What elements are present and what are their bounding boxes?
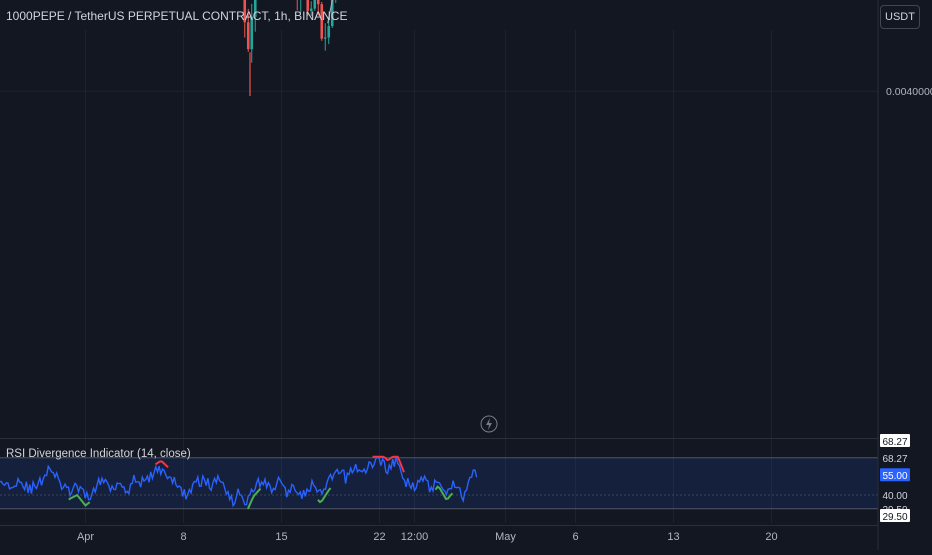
candle-body [320, 4, 324, 39]
candle-body [246, 22, 250, 50]
symbol-title: 1000PEPE / TetherUS PERPETUAL CONTRACT, … [6, 9, 348, 23]
rsi-upper-band-label-bg [880, 450, 910, 464]
candle[interactable] [313, 0, 317, 11]
time-tick-label: Apr [77, 531, 94, 543]
price-labels: 0.01113480.00832900.007328426:370.006670… [880, 434, 910, 523]
time-tick-label: 12:00 [401, 531, 429, 543]
candle[interactable] [330, 0, 334, 29]
rsi-upper-level-label-bg [880, 434, 910, 447]
candle[interactable] [243, 0, 247, 38]
rsi-indicator-title[interactable]: RSI Divergence Indicator (14, close) [6, 448, 191, 460]
time-tick-label: 13 [667, 531, 679, 543]
rsi-line[interactable] [0, 456, 478, 508]
rsi-divergence-segment [372, 455, 405, 473]
price-axis[interactable]: 0.01200000.01100000.01000000.00900000.00… [877, 0, 932, 550]
candle[interactable] [323, 23, 327, 51]
candle-body [313, 0, 317, 9]
currency-button[interactable]: USDT [880, 5, 920, 29]
candle-body [306, 0, 310, 11]
candles-layer[interactable] [0, 0, 481, 97]
rsi-mid-label: 40.00 [882, 491, 907, 502]
rsi-mid-label-bg [880, 487, 910, 501]
candle-body [330, 0, 334, 27]
candle[interactable] [309, 1, 313, 16]
candle[interactable] [253, 0, 257, 32]
candle-body [316, 0, 320, 5]
lightning-icon[interactable] [480, 415, 498, 433]
candle-body [253, 0, 257, 17]
time-tick-label: 15 [275, 531, 287, 543]
candle-body [243, 0, 247, 23]
candle-body [309, 8, 313, 11]
rsi-divergence-segment [434, 485, 454, 501]
rsi-divergence-segment [317, 487, 332, 504]
grid-lines [0, 30, 878, 523]
time-tick-label: 8 [180, 531, 186, 543]
rsi-current-label-bg [880, 468, 910, 482]
rsi-lower-level-label-bg [880, 509, 910, 522]
price-tick-label: 0.0040000 [886, 86, 932, 98]
rsi-panel[interactable] [0, 455, 878, 510]
rsi-divergence-segment [246, 487, 262, 510]
candle[interactable] [306, 0, 310, 16]
candle[interactable] [296, 0, 299, 11]
time-tick-label: 22 [373, 531, 385, 543]
time-axis[interactable]: Apr 8 15 22 12:00 May 6 13 20 [0, 525, 878, 544]
candle[interactable] [316, 0, 320, 16]
time-tick-label: 6 [572, 531, 578, 543]
candle[interactable] [320, 1, 324, 41]
rsi-lower-level-label: 29.50 [882, 512, 907, 523]
rsi-current-label: 55.00 [882, 471, 907, 482]
price-axis-background [878, 0, 932, 550]
price-tick-label: 0.0050000 [886, 0, 932, 1]
candle[interactable] [299, 0, 302, 13]
candle-body [327, 26, 331, 38]
time-tick-label: May [495, 531, 516, 543]
drawings-layer[interactable]: TP: 0.0111348Entry Price: 0.0083290SL: 0… [0, 0, 878, 433]
rsi-divergence-segment [154, 460, 169, 469]
candle[interactable] [250, 3, 254, 63]
candle-body [323, 37, 327, 39]
candle[interactable] [246, 8, 250, 52]
time-tick-label: 20 [765, 531, 777, 543]
rsi-upper-level-label: 68.27 [882, 437, 907, 448]
rsi-divergence-segment [68, 493, 91, 507]
candle[interactable] [327, 17, 331, 45]
rsi-upper-band-label: 68.27 [882, 454, 907, 465]
candle-body [250, 16, 254, 50]
lightning-bolt-icon [486, 418, 492, 430]
